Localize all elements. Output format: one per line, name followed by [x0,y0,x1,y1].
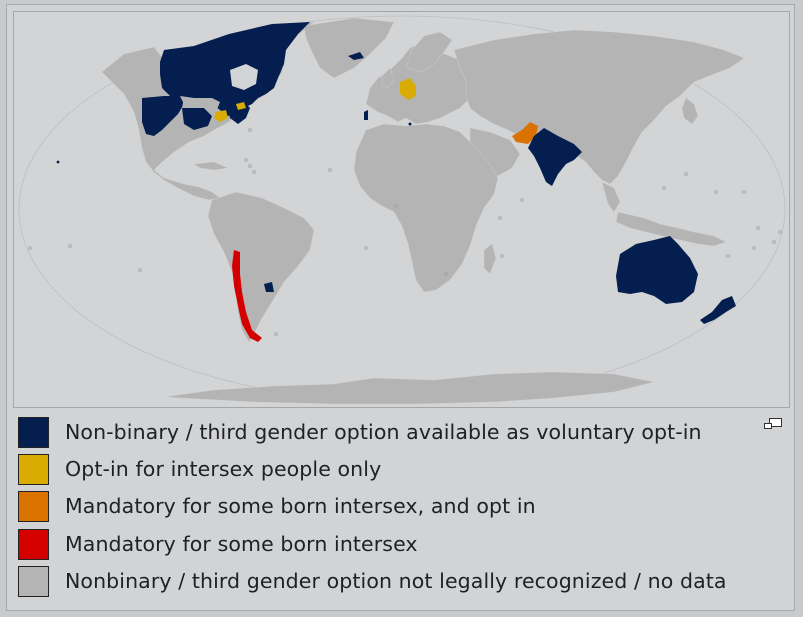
legend-swatch-mandatory [18,528,49,560]
legend-swatch-not-recognized [18,565,49,597]
legend-item-intersex-only: Opt-in for intersex people only [18,452,758,486]
scandinavia-land [405,31,453,73]
iceland-region[interactable] [348,52,364,60]
portugal-region[interactable] [364,110,368,120]
chile-region[interactable] [232,250,262,342]
southeast-asia-land [601,181,727,247]
madagascar-land [483,243,497,275]
island-markers [28,128,782,336]
legend-label-not-recognized: Nonbinary / third gender option not lega… [65,569,727,593]
legend-swatch-mandatory-and-opt-in [18,490,49,522]
australia-region[interactable] [616,236,698,304]
south-america-land [207,191,315,343]
us-midwest-states-region[interactable] [182,108,212,130]
asia-land [453,29,745,185]
legend-label-mandatory: Mandatory for some born intersex [65,532,418,556]
uruguay-region[interactable] [264,282,274,292]
africa-land [353,123,499,293]
germany-region[interactable] [400,78,416,100]
antarctica-land [163,371,655,405]
legend-item-voluntary-opt-in: Non-binary / third gender option availab… [18,415,758,449]
hawaii-region[interactable] [56,160,60,164]
legend-label-voluntary-opt-in: Non-binary / third gender option availab… [65,420,702,444]
legend-label-mandatory-and-opt-in: Mandatory for some born intersex, and op… [65,494,536,518]
greenland-land [303,17,395,79]
world-map-svg [18,15,786,405]
us-unrecognized-states [182,98,220,116]
legend-swatch-intersex-only [18,453,49,485]
legend-swatch-voluntary-opt-in [18,416,49,448]
caribbean-land [193,161,229,171]
legend-item-mandatory: Mandatory for some born intersex [18,527,758,561]
india-region[interactable] [528,128,582,186]
world-map[interactable] [13,11,790,408]
canada-hudson-water [230,64,258,90]
legend-item-mandatory-and-opt-in: Mandatory for some born intersex, and op… [18,489,758,523]
uk-land [381,67,395,89]
pakistan-region[interactable] [512,122,538,144]
expand-icon[interactable] [763,416,783,430]
us-west-states-region[interactable] [142,96,184,136]
new-zealand-region[interactable] [700,296,736,324]
legend-label-intersex-only: Opt-in for intersex people only [65,457,382,481]
malta-region[interactable] [408,122,412,126]
legend-item-not-recognized: Nonbinary / third gender option not lega… [18,564,758,598]
us-intersex-states-region[interactable] [214,102,246,122]
japan-land [681,97,699,125]
